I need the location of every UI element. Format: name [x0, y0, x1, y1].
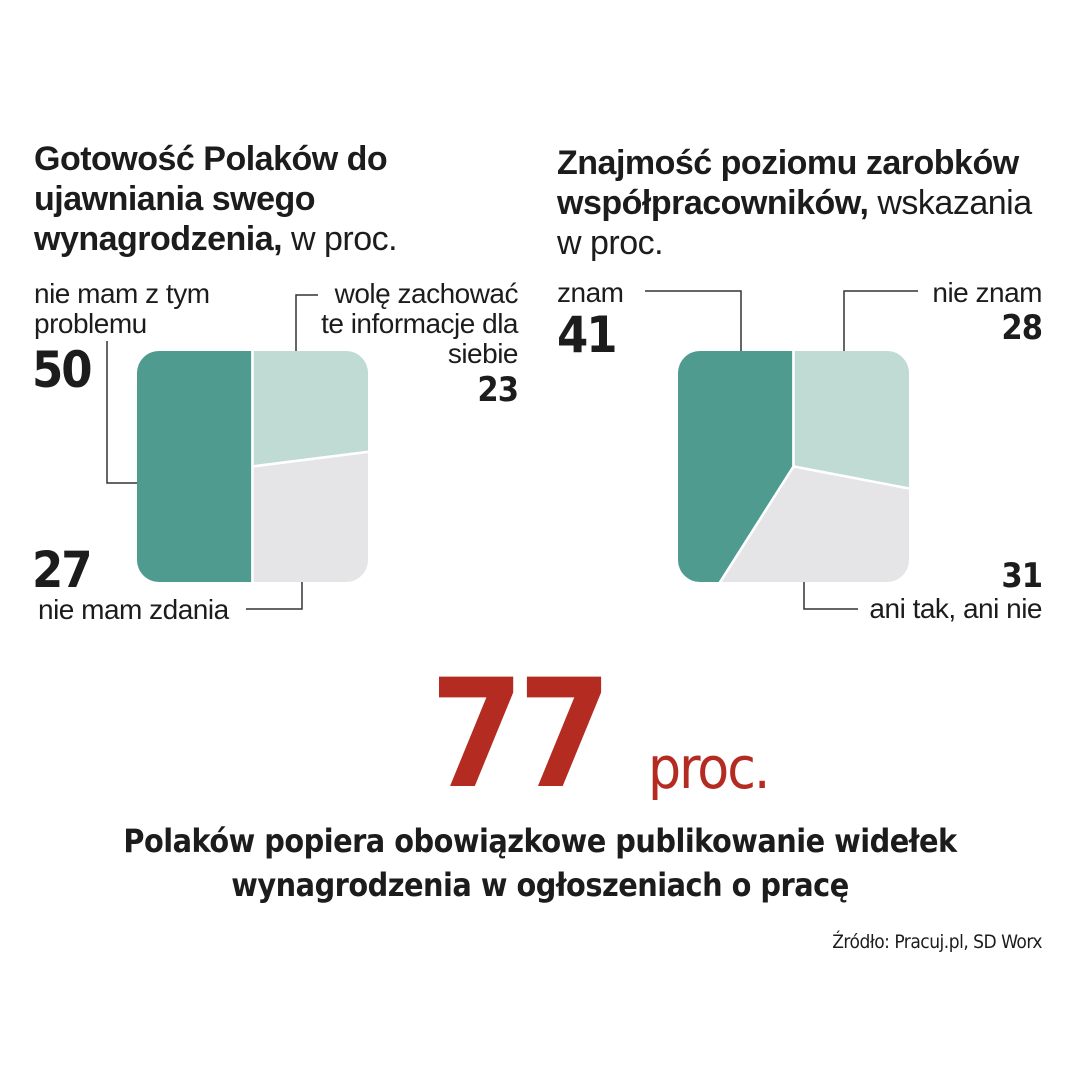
leader-line-wole-zachowac: [295, 294, 318, 351]
chart-2-pie: [678, 351, 909, 582]
chart-1-pie: [137, 351, 368, 582]
chart-1-title: Gotowość Polaków do ujawniania swego wyn…: [34, 139, 514, 259]
headline-caption: Polaków popiera obowiązkowe publikowanie…: [40, 819, 1040, 907]
chart-1-slice-wolę-zachować-te-informacje-dla-siebie: [251, 351, 368, 468]
chart-1-title-text: Gotowość Polaków do ujawniania swego wyn…: [34, 140, 388, 258]
chart-1-label-nie-mam-z-tym-problemu: nie mam z tym problemu: [34, 278, 210, 339]
chart-2-value-nie-znam: 28: [1001, 308, 1043, 348]
chart-1-label-nie-mam-zdania: nie mam zdania: [38, 594, 229, 625]
source-note: Źródło: Pracuj.pl, SD Worx: [832, 931, 1042, 953]
chart-2-title-unit: wskazania w proc.: [557, 184, 1032, 262]
headline-number: 77: [430, 648, 612, 822]
headline-caption-line-1: Polaków popiera obowiązkowe publikowanie…: [123, 822, 957, 860]
chart-2-label-ani-tak-ani-nie: ani tak, ani nie: [869, 593, 1042, 624]
chart-2-title: Znajmość poziomu zarobków współpracownik…: [557, 143, 1047, 263]
chart-1-value-wole-zachowac: 23: [477, 370, 519, 410]
headline-caption-line-2: wynagrodzenia w ogłoszeniach o pracę: [231, 866, 849, 904]
chart-1-title-unit: w proc.: [291, 220, 398, 258]
leader-line-nie-znam: [843, 290, 918, 351]
chart-2-value-znam: 41: [557, 306, 618, 364]
chart-2-slice-ani-tak-ani-nie: [678, 465, 909, 582]
leader-line-ani-tak-ani-nie: [803, 582, 858, 610]
chart-1-value-nie-mam-zdania: 27: [32, 541, 93, 599]
chart-2-title-text: Znajmość poziomu zarobków współpracownik…: [557, 144, 1019, 222]
chart-1-value-nie-mam-z-tym-problemu: 50: [32, 341, 93, 399]
chart-1-slice-nie-mam-zdania: [251, 430, 368, 582]
leader-lines: [106, 290, 918, 610]
leader-line-znam: [645, 290, 742, 351]
chart-2-slice-znam: [678, 351, 795, 582]
chart-2-value-ani-tak-ani-nie: 31: [1001, 556, 1043, 596]
chart-1-label-wole-zachowac: wolę zachować te informacje dla siebie: [321, 278, 518, 369]
headline-unit: proc.: [648, 734, 770, 802]
leader-line-nie-mam-z-tym-problemu: [106, 341, 137, 484]
chart-2-label-nie-znam: nie znam: [932, 277, 1042, 308]
chart-2-slice-nie-znam: [792, 351, 909, 520]
leader-line-nie-mam-zdania: [246, 582, 303, 610]
chart-2-label-znam: znam: [557, 277, 624, 308]
chart-1-slice-nie-mam-z-tym-problemu: [137, 351, 254, 582]
